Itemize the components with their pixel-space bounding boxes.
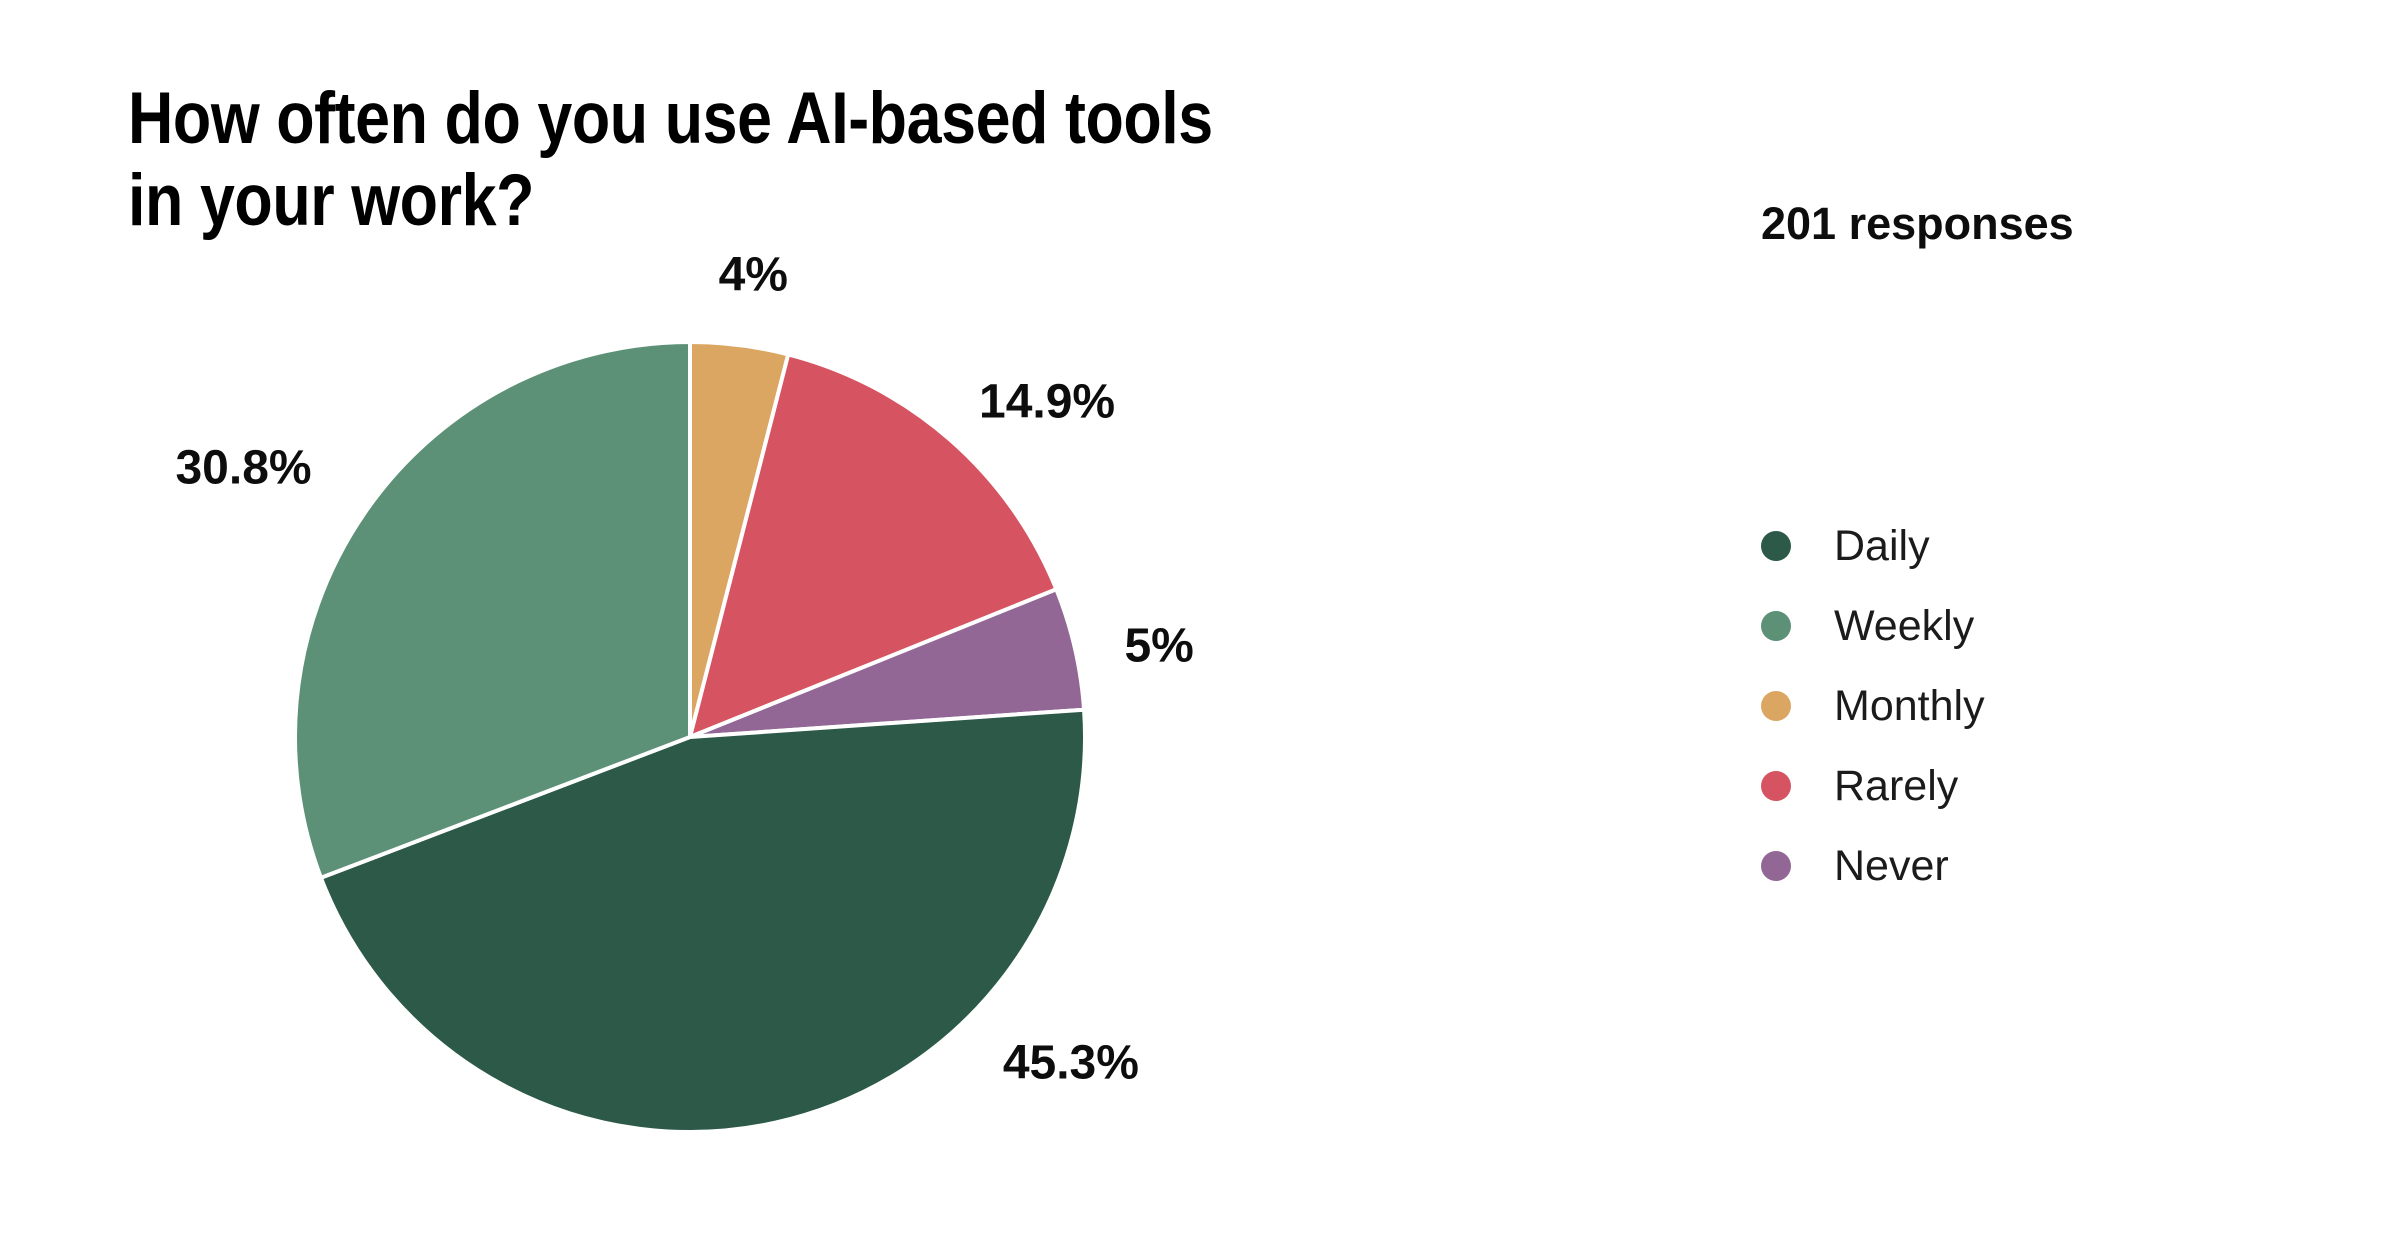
slice-label: 5%: [1124, 619, 1194, 673]
legend-item-label: Weekly: [1834, 601, 1975, 650]
legend-item-weekly: Weekly: [1761, 586, 1985, 666]
legend-item-label: Daily: [1834, 521, 1930, 570]
legend-swatch: [1761, 691, 1791, 721]
legend-item-rarely: Rarely: [1761, 746, 1985, 826]
legend-item-label: Rarely: [1834, 761, 1959, 810]
slice-label: 45.3%: [1002, 1036, 1139, 1090]
slice-label: 4%: [718, 248, 788, 302]
legend-swatch: [1761, 851, 1791, 881]
pie-slice-daily: [318, 707, 1087, 1134]
pie-slice-weekly: [293, 340, 692, 880]
legend-item-label: Never: [1834, 841, 1949, 890]
slice-label: 30.8%: [175, 441, 312, 495]
slice-label: 14.9%: [978, 375, 1116, 429]
responses-count: 201 responses: [1761, 198, 2074, 249]
legend-item-monthly: Monthly: [1761, 666, 1985, 746]
legend-swatch: [1761, 531, 1791, 561]
legend-swatch: [1761, 771, 1791, 801]
chart-title: How often do you use AI-based tools in y…: [128, 78, 1213, 241]
pie-chart: [293, 340, 1087, 1134]
legend-item-daily: Daily: [1761, 506, 1985, 586]
legend: Daily Weekly Monthly Rarely Never: [1761, 506, 1985, 906]
pie-slice-rarely: [688, 352, 1059, 739]
legend-item-label: Monthly: [1834, 681, 1985, 730]
legend-item-never: Never: [1761, 826, 1985, 906]
legend-swatch: [1761, 611, 1791, 641]
